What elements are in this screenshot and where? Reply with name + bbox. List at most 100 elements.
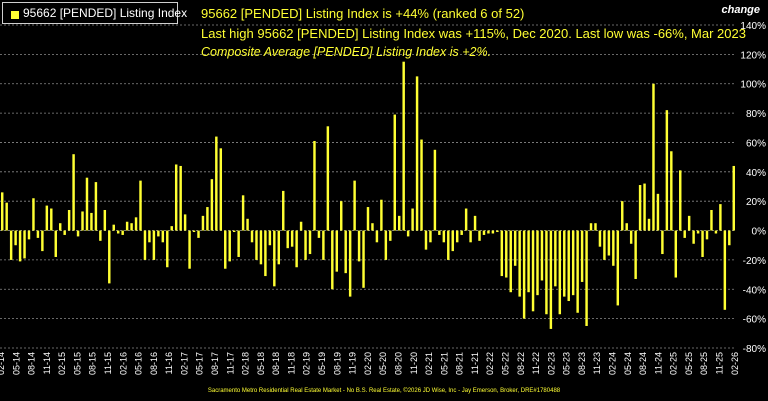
bar [687, 215, 691, 231]
bar [125, 221, 129, 231]
x-tick-label: 05-15 [72, 352, 82, 375]
x-tick-label: 02-19 [302, 352, 312, 375]
bar [487, 230, 490, 234]
x-tick-label: 11-20 [409, 352, 419, 374]
bar [241, 195, 245, 231]
bar [714, 230, 718, 234]
bar [340, 201, 343, 231]
y-tick-label: 100% [740, 80, 766, 91]
x-tick-label: 02-18 [241, 352, 251, 375]
bar [429, 230, 432, 243]
bar [473, 215, 477, 231]
bar [482, 230, 486, 235]
bar [67, 209, 71, 231]
bar [54, 230, 57, 257]
bar [308, 230, 312, 255]
x-tick-label: 08-20 [393, 352, 403, 375]
bar [585, 230, 588, 326]
bar [197, 230, 200, 238]
bar [563, 230, 566, 297]
bar [134, 217, 138, 231]
bar [317, 230, 321, 238]
bar [161, 230, 165, 243]
bar [656, 193, 660, 231]
bar [304, 230, 307, 260]
x-tick-label: 02-21 [424, 352, 434, 375]
bar [665, 110, 669, 231]
x-tick-label: 11-16 [164, 352, 174, 374]
x-tick-label: 02-23 [546, 352, 556, 375]
bar [322, 230, 325, 260]
bar [192, 230, 196, 233]
bar [478, 230, 481, 241]
y-tick-label: 20% [746, 197, 766, 208]
bar [335, 230, 338, 272]
y-tick-label: 60% [746, 138, 766, 149]
bar [496, 230, 499, 233]
y-tick-label: -20% [743, 256, 766, 267]
x-tick-label: 08-21 [455, 352, 465, 375]
bar [232, 230, 236, 233]
bar [638, 185, 642, 231]
bar [18, 230, 22, 262]
bar [206, 207, 209, 231]
bar [674, 230, 678, 278]
x-tick-label: 08-17 [210, 352, 220, 375]
x-tick-label: 05-14 [11, 352, 21, 375]
bar [513, 230, 517, 266]
bar [331, 230, 334, 290]
x-axis-tick-labels: 02-14 05-14 08-14 11-14 02-15 05-15 08-15 11-15… [0, 352, 740, 375]
bar [72, 154, 75, 231]
gridlines [0, 24, 736, 349]
x-tick-label: 08-19 [332, 352, 342, 375]
bar [362, 230, 365, 288]
bar [500, 230, 504, 277]
bar [433, 149, 437, 231]
bar [286, 230, 289, 249]
bar [90, 212, 93, 231]
bar [152, 230, 156, 260]
bar [246, 218, 249, 231]
legend-label: 95662 [PENDED] Listing Index [23, 6, 188, 20]
bar [540, 230, 544, 281]
bar [27, 230, 31, 240]
bar [380, 199, 383, 231]
bar [589, 223, 593, 231]
x-tick-label: 02-25 [669, 352, 679, 375]
bar [420, 139, 423, 231]
headline-high-low: Last high 95662 [PENDED] Listing Index w… [201, 26, 746, 41]
bar [652, 83, 655, 231]
bar [545, 230, 548, 315]
bar [268, 230, 272, 246]
bar [179, 165, 182, 231]
bar [299, 221, 303, 231]
bar [415, 76, 419, 231]
bar [188, 230, 191, 269]
bar [371, 223, 374, 231]
bar [290, 230, 294, 247]
footer-credit: Sacramento Metro Residential Real Estate… [207, 388, 561, 394]
bar [45, 205, 49, 231]
bar [108, 230, 111, 284]
bar [634, 230, 637, 279]
bar [143, 230, 147, 260]
bar [491, 230, 495, 234]
bar [576, 230, 579, 313]
bar [366, 207, 370, 231]
bar [23, 230, 26, 259]
bar [219, 148, 223, 231]
x-tick-label: 05-20 [378, 352, 388, 375]
bar [344, 230, 347, 274]
x-tick-label: 02-20 [363, 352, 373, 375]
x-tick-label: 11-18 [286, 352, 296, 374]
bar [32, 198, 35, 231]
bar [692, 230, 695, 244]
bar [36, 230, 40, 238]
bar [406, 230, 410, 237]
bar [273, 230, 276, 287]
bar [282, 190, 285, 231]
bar [616, 230, 620, 306]
bar [41, 230, 44, 252]
headline-composite: Composite Average [PENDED] Listing Index… [201, 45, 492, 59]
